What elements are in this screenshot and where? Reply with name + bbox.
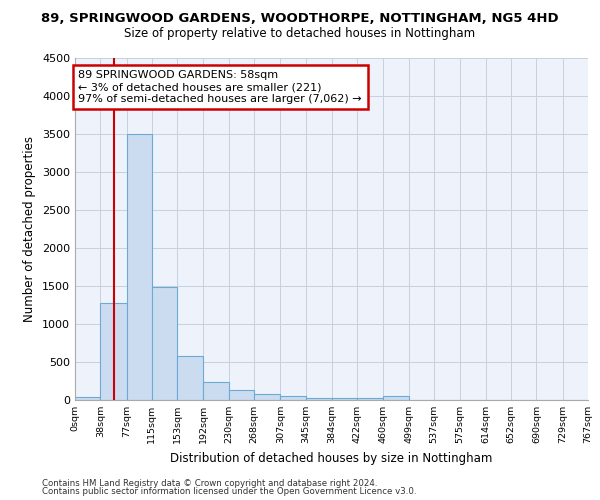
Text: Size of property relative to detached houses in Nottingham: Size of property relative to detached ho… <box>124 28 476 40</box>
Text: 89 SPRINGWOOD GARDENS: 58sqm
← 3% of detached houses are smaller (221)
97% of se: 89 SPRINGWOOD GARDENS: 58sqm ← 3% of det… <box>79 70 362 104</box>
Bar <box>203 382 229 400</box>
Bar <box>332 398 357 400</box>
Bar <box>75 397 100 400</box>
Bar <box>357 398 383 400</box>
Bar <box>152 288 178 400</box>
Bar <box>254 394 280 400</box>
Text: Contains HM Land Registry data © Crown copyright and database right 2024.: Contains HM Land Registry data © Crown c… <box>42 478 377 488</box>
X-axis label: Distribution of detached houses by size in Nottingham: Distribution of detached houses by size … <box>170 452 493 464</box>
Bar <box>229 390 254 400</box>
Bar <box>280 396 306 400</box>
Bar <box>127 134 152 400</box>
Bar <box>100 304 127 400</box>
Text: 89, SPRINGWOOD GARDENS, WOODTHORPE, NOTTINGHAM, NG5 4HD: 89, SPRINGWOOD GARDENS, WOODTHORPE, NOTT… <box>41 12 559 26</box>
Bar <box>178 356 203 400</box>
Bar <box>383 396 409 400</box>
Y-axis label: Number of detached properties: Number of detached properties <box>23 136 37 322</box>
Text: Contains public sector information licensed under the Open Government Licence v3: Contains public sector information licen… <box>42 487 416 496</box>
Bar <box>306 398 332 400</box>
